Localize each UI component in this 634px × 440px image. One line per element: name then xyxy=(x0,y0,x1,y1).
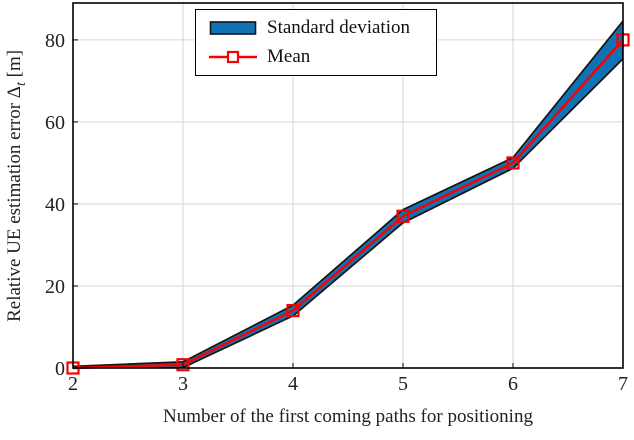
axis-border xyxy=(72,2,624,369)
x-tick-label: 7 xyxy=(618,373,628,395)
mean-marker xyxy=(506,156,520,170)
mean-marker xyxy=(176,358,190,372)
legend-item-std-deviation: Standard deviation xyxy=(209,17,436,39)
x-tick-label: 3 xyxy=(178,373,188,395)
y-axis-label-unit: [m] xyxy=(4,49,26,83)
y-axis-label-text: Relative UE estimation error Δ xyxy=(4,86,26,322)
y-tick-label: 60 xyxy=(45,112,65,134)
mean-marker xyxy=(396,209,410,223)
y-tick-label: 20 xyxy=(45,276,65,298)
legend-label-std-deviation: Standard deviation xyxy=(267,17,410,38)
x-tick-label: 5 xyxy=(398,373,408,395)
x-axis-label: Number of the first coming paths for pos… xyxy=(163,406,533,427)
x-tick-label: 6 xyxy=(508,373,518,395)
legend-item-mean: Mean xyxy=(209,46,436,68)
std-band-swatch-icon xyxy=(209,21,257,35)
legend: Standard deviation Mean xyxy=(195,9,437,76)
y-tick-label: 80 xyxy=(45,30,65,52)
x-tick-label: 2 xyxy=(68,373,78,395)
y-tick-label: 0 xyxy=(55,358,65,380)
y-axis-label-subscript: t xyxy=(13,82,29,87)
mean-line-swatch-icon xyxy=(209,50,257,64)
mean-line xyxy=(72,39,624,370)
y-axis-label: Relative UE estimation error Δt [m] xyxy=(0,0,34,372)
legend-label-mean: Mean xyxy=(267,46,311,67)
x-tick-label: 4 xyxy=(288,373,298,395)
mean-marker xyxy=(286,303,300,318)
y-tick-label: 40 xyxy=(45,194,65,216)
